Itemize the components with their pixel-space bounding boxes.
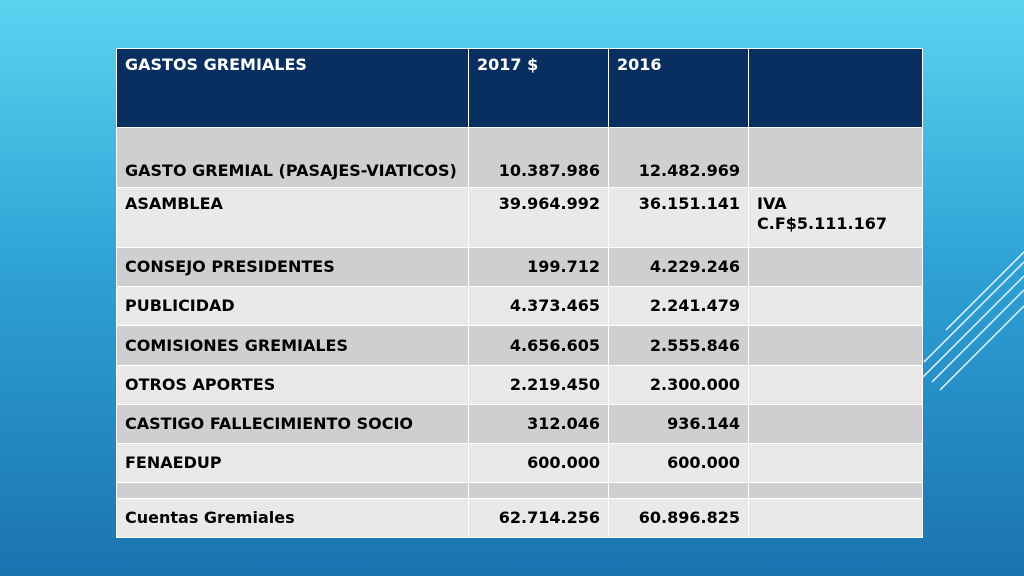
row-label: Cuentas Gremiales: [116, 497, 469, 539]
table-row: CONSEJO PRESIDENTES 199.712 4.229.246: [116, 246, 923, 288]
row-note: [748, 403, 923, 445]
row-note: [748, 482, 923, 499]
value-2016: 12.482.969: [608, 127, 749, 188]
row-label: PUBLICIDAD: [116, 286, 469, 327]
table-row: FENAEDUP 600.000 600.000: [116, 443, 923, 484]
table-row: OTROS APORTES 2.219.450 2.300.000: [116, 364, 923, 405]
row-label: [116, 482, 469, 499]
row-note: IVA C.F$5.111.167: [748, 187, 923, 248]
row-note: [748, 325, 923, 366]
value-2016: 600.000: [608, 443, 749, 484]
row-label: COMISIONES GREMIALES: [116, 325, 469, 366]
value-2017: 4.373.465: [468, 286, 609, 327]
table-row: ASAMBLEA 39.964.992 36.151.141 IVA C.F$5…: [116, 187, 923, 248]
value-2016: [608, 482, 749, 499]
header-2016: 2016: [608, 48, 749, 128]
row-note: [748, 497, 923, 539]
row-label: CONSEJO PRESIDENTES: [116, 246, 469, 288]
row-label: ASAMBLEA: [116, 187, 469, 248]
header-notes: [748, 48, 923, 128]
value-2016: 2.555.846: [608, 325, 749, 366]
row-note: [748, 443, 923, 484]
value-2017: 10.387.986: [468, 127, 609, 188]
value-2016: 2.300.000: [608, 364, 749, 405]
row-label: CASTIGO FALLECIMIENTO SOCIO: [116, 403, 469, 445]
value-2017: 312.046: [468, 403, 609, 445]
expenses-table: GASTOS GREMIALES 2017 $ 2016 GASTO GREMI…: [116, 48, 923, 539]
table-row: [116, 482, 923, 499]
table-row: COMISIONES GREMIALES 4.656.605 2.555.846: [116, 325, 923, 366]
table-row: PUBLICIDAD 4.373.465 2.241.479: [116, 286, 923, 327]
table-row: CASTIGO FALLECIMIENTO SOCIO 312.046 936.…: [116, 403, 923, 445]
table-header-row: GASTOS GREMIALES 2017 $ 2016: [116, 48, 923, 128]
value-2016: 2.241.479: [608, 286, 749, 327]
row-note: [748, 246, 923, 288]
row-label: FENAEDUP: [116, 443, 469, 484]
value-2016: 936.144: [608, 403, 749, 445]
header-concept: GASTOS GREMIALES: [116, 48, 469, 128]
value-2017: [468, 482, 609, 499]
header-2017: 2017 $: [468, 48, 609, 128]
value-2017: 199.712: [468, 246, 609, 288]
value-2017: 600.000: [468, 443, 609, 484]
table-row: GASTO GREMIAL (PASAJES-VIATICOS) 10.387.…: [116, 127, 923, 188]
row-note: [748, 127, 923, 188]
value-2017: 4.656.605: [468, 325, 609, 366]
table-row-total: Cuentas Gremiales 62.714.256 60.896.825: [116, 497, 923, 539]
row-note: [748, 286, 923, 327]
row-label: GASTO GREMIAL (PASAJES-VIATICOS): [116, 127, 469, 188]
row-label: OTROS APORTES: [116, 364, 469, 405]
value-2016: 60.896.825: [608, 497, 749, 539]
row-note: [748, 364, 923, 405]
value-2017: 39.964.992: [468, 187, 609, 248]
value-2016: 4.229.246: [608, 246, 749, 288]
value-2017: 62.714.256: [468, 497, 609, 539]
value-2017: 2.219.450: [468, 364, 609, 405]
value-2016: 36.151.141: [608, 187, 749, 248]
